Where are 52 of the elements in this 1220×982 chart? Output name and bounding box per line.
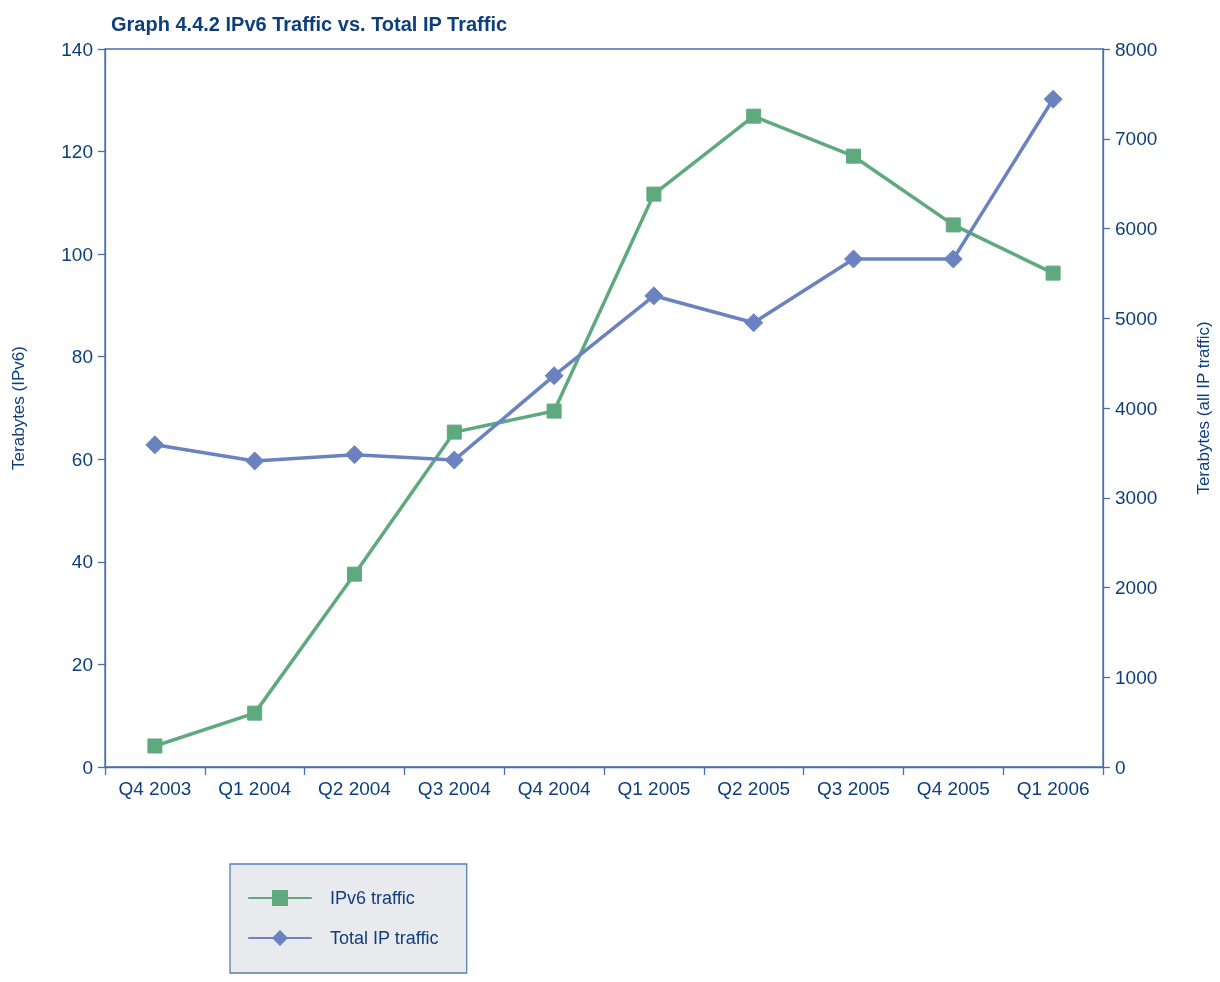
x-tick-label: Q3 2004 xyxy=(417,778,492,799)
y2-tick-label: 2000 xyxy=(1115,577,1158,598)
x-tick-label: Q4 2003 xyxy=(118,778,192,799)
x-tick-label: Q2 2005 xyxy=(717,778,791,799)
y-tick-label: 140 xyxy=(61,38,93,60)
point xyxy=(245,451,265,471)
y-tick-label: 60 xyxy=(71,448,93,470)
point xyxy=(147,738,163,754)
legend-label: Total IP traffic xyxy=(330,928,439,948)
point xyxy=(444,450,464,470)
point xyxy=(446,424,462,440)
y-tick-label: 0 xyxy=(82,756,93,778)
point xyxy=(744,313,764,333)
point xyxy=(844,249,863,269)
point xyxy=(544,366,564,386)
point xyxy=(247,705,263,721)
x-tick-label: Q1 2005 xyxy=(617,778,691,799)
legend-label: IPv6 traffic xyxy=(330,888,415,908)
y2-tick-label: 1000 xyxy=(1115,666,1158,688)
chart-title: Graph 4.4.2 IPv6 Traffic vs. Total IP Traffic xyxy=(111,13,508,35)
point xyxy=(1045,265,1061,281)
y-axis-title: Terabytes (IPv6) xyxy=(9,346,28,470)
x-tick-label: Q3 2005 xyxy=(817,778,890,799)
point xyxy=(347,566,362,582)
y-tick-label: 20 xyxy=(71,653,93,675)
y2-tick-label: 4000 xyxy=(1115,397,1158,419)
x-tick-label: Q4 2005 xyxy=(916,778,990,799)
point xyxy=(145,435,165,455)
point xyxy=(846,148,861,164)
y2-tick-label: 3000 xyxy=(1115,487,1158,509)
x-tick-label: Q4 2004 xyxy=(517,778,591,799)
y2-axis-title: Terabytes (all IP traffic) xyxy=(1194,321,1213,495)
y-tick-label: 100 xyxy=(61,243,93,265)
point xyxy=(945,217,961,233)
point xyxy=(746,108,762,124)
x-tick-label: Q1 2006 xyxy=(1016,778,1090,799)
y-tick-label: 120 xyxy=(61,141,93,163)
point xyxy=(1043,89,1063,109)
y2-tick-label: 7000 xyxy=(1115,128,1158,150)
point xyxy=(646,186,662,202)
x-tick-label: Q2 2004 xyxy=(318,778,392,799)
point xyxy=(345,445,364,465)
y2-tick-label: 5000 xyxy=(1115,307,1158,329)
x-tick-label: Q1 2004 xyxy=(218,778,292,799)
point xyxy=(546,403,562,419)
point xyxy=(644,286,664,306)
y-tick-label: 80 xyxy=(71,346,93,368)
y2-tick-label: 0 xyxy=(1115,756,1126,778)
y2-tick-label: 6000 xyxy=(1115,218,1158,239)
point xyxy=(943,249,963,269)
y-tick-label: 40 xyxy=(71,551,93,573)
y2-tick-label: 8000 xyxy=(1115,38,1158,60)
